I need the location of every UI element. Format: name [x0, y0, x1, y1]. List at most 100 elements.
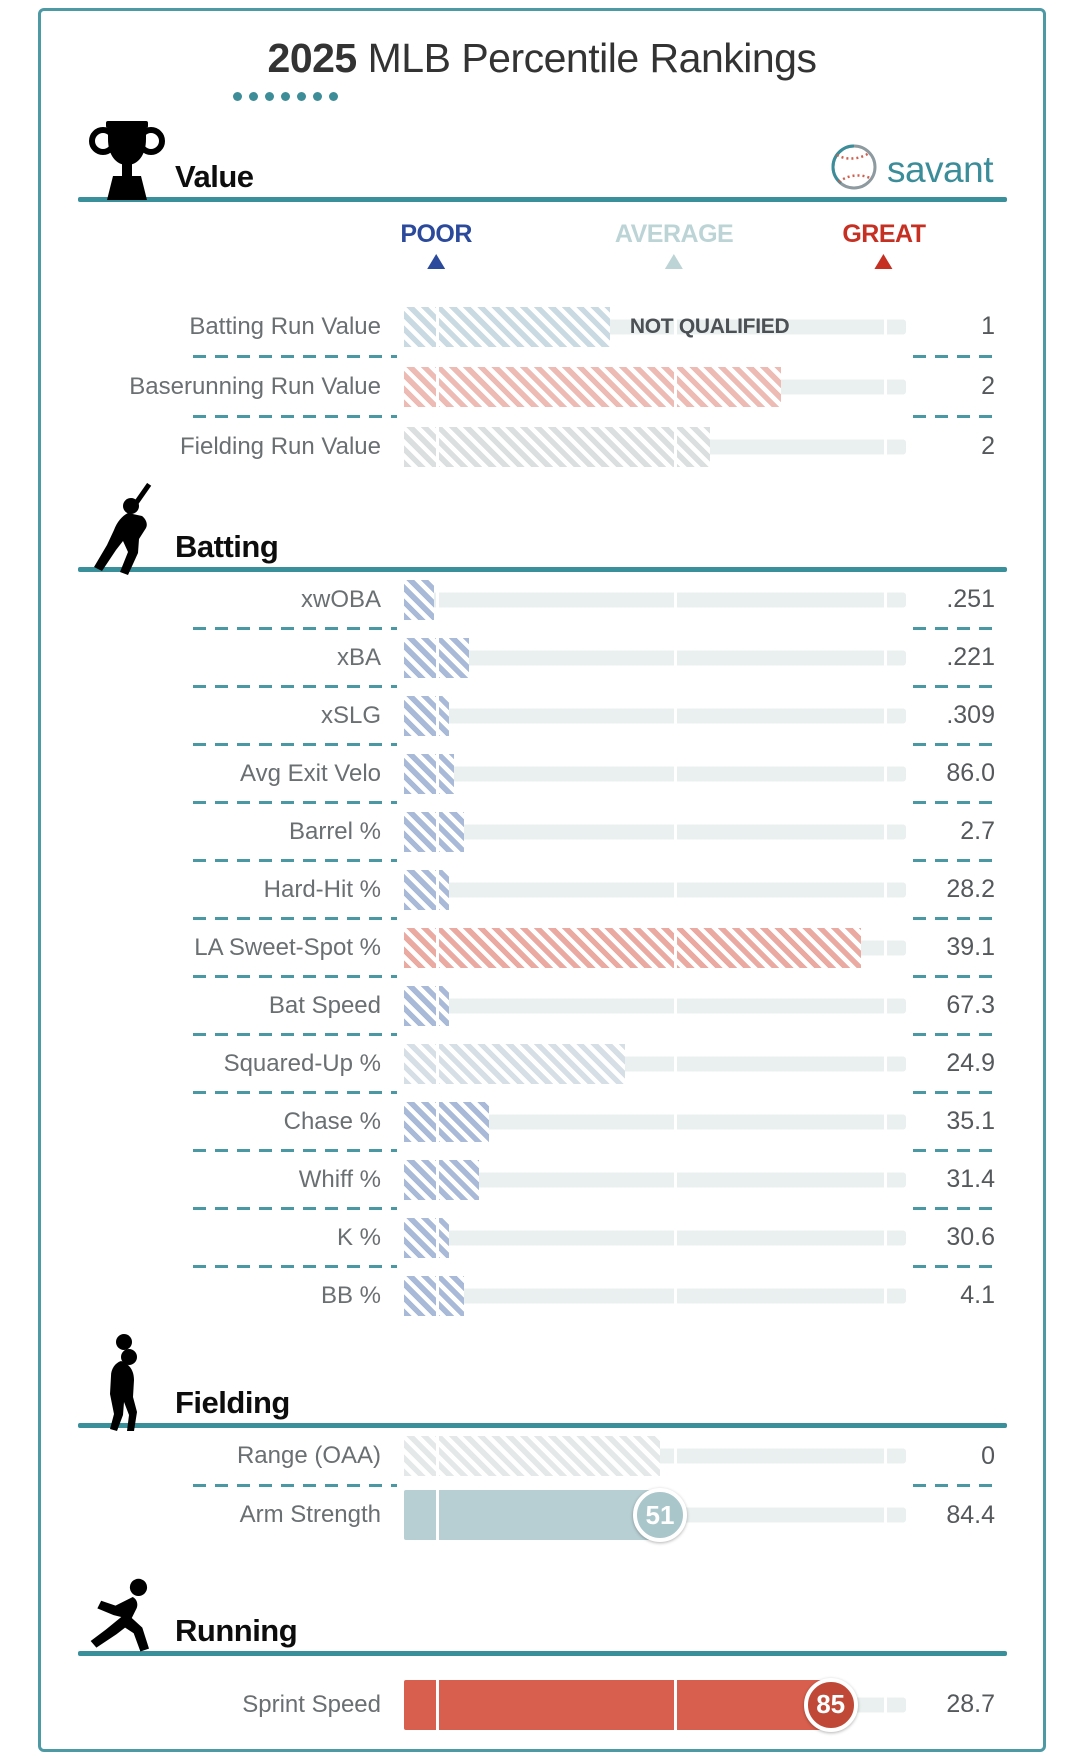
triangle-marker-icon	[427, 254, 446, 269]
section-header-running: Running	[41, 1565, 1043, 1652]
scale-gridline	[883, 573, 887, 626]
scale-gridline	[436, 747, 440, 800]
slider-track	[404, 1114, 906, 1129]
scale-gridline	[883, 631, 887, 684]
slider-track	[404, 592, 906, 607]
separator-dash-left	[193, 1033, 397, 1036]
stat-value: 30.6	[946, 1223, 995, 1251]
scale-gridline	[674, 420, 678, 473]
scale-gridline	[436, 300, 440, 353]
percentile-slider: 51	[404, 1487, 906, 1543]
stat-row: Squared-Up % 24.9	[41, 1036, 1043, 1091]
row-separator	[41, 917, 1043, 920]
separator-dash-right	[913, 1149, 997, 1152]
scale-gridline	[436, 1269, 440, 1322]
percentile-bar	[404, 1275, 465, 1316]
stat-label: Fielding Run Value	[179, 432, 381, 460]
scale-gridline	[436, 1678, 440, 1731]
title-rest: MLB Percentile Rankings	[356, 35, 817, 81]
percentile-slider	[404, 1268, 906, 1323]
stat-label: xSLG	[320, 701, 381, 729]
scale-gridline	[436, 921, 440, 974]
stat-row: K % 30.6	[41, 1210, 1043, 1265]
stat-value: 84.4	[946, 1500, 995, 1529]
scale-gridline	[883, 863, 887, 916]
section-header-batting: Batting	[41, 481, 1043, 575]
percentile-slider	[404, 358, 906, 415]
stat-row: xwOBA .251	[41, 572, 1043, 627]
percentile-bar	[404, 1436, 661, 1476]
stat-value: 28.7	[946, 1690, 995, 1718]
stat-label: Bat Speed	[268, 991, 381, 1019]
percentile-bar	[404, 753, 455, 794]
stat-row: Sprint Speed 85 28.7	[41, 1656, 1043, 1749]
section-title: Running	[175, 1613, 298, 1648]
percentile-slider	[404, 1036, 906, 1091]
scale-gridline	[436, 863, 440, 916]
row-separator	[41, 1207, 1043, 1210]
percentile-bar	[404, 579, 435, 620]
triangle-marker-icon	[874, 254, 893, 269]
scale-gridline	[674, 921, 678, 974]
separator-dash-right	[913, 1484, 997, 1487]
stat-row: BB % 4.1	[41, 1268, 1043, 1323]
slider-track	[404, 766, 906, 781]
stat-row: Bat Speed 67.3	[41, 978, 1043, 1033]
percentile-bar	[404, 1217, 450, 1258]
scale-gridline	[674, 689, 678, 742]
section-title: Batting	[175, 529, 279, 564]
stat-row: Range (OAA) 0	[41, 1428, 1043, 1484]
percentile-bar	[404, 1043, 625, 1084]
scale-gridline	[674, 1269, 678, 1322]
section-header-fielding: Fielding	[41, 1334, 1043, 1431]
stat-value: 35.1	[946, 1107, 995, 1135]
separator-dash-left	[193, 859, 397, 862]
percentile-slider	[404, 746, 906, 801]
stat-label: Squared-Up %	[223, 1049, 381, 1077]
separator-dash-right	[913, 1091, 997, 1094]
percentile-slider	[404, 804, 906, 859]
scale-gridline	[883, 921, 887, 974]
slider-track	[404, 1172, 906, 1187]
stat-label: xBA	[336, 643, 381, 671]
slider-track	[404, 882, 906, 897]
scale-gridline	[883, 689, 887, 742]
stat-value: 31.4	[946, 1165, 995, 1193]
percentile-slider	[404, 920, 906, 975]
stat-value: 86.0	[946, 759, 995, 787]
percentile-slider	[404, 862, 906, 917]
slider-track	[404, 708, 906, 723]
percentile-bar	[404, 426, 711, 467]
separator-dash-left	[193, 917, 397, 920]
stat-label: Batting Run Value	[189, 312, 381, 340]
scale-gridline	[883, 300, 887, 353]
percentile-slider: NOT QUALIFIED	[404, 298, 906, 355]
slider-track	[404, 824, 906, 839]
title-dot	[329, 92, 338, 101]
separator-dash-left	[193, 1207, 397, 1210]
stat-row: Barrel % 2.7	[41, 804, 1043, 859]
section-rule	[78, 567, 1007, 572]
legend-great: GREAT	[842, 220, 926, 269]
stat-label: Barrel %	[288, 817, 381, 845]
scale-gridline	[883, 747, 887, 800]
scale-gridline	[436, 631, 440, 684]
title-dot	[249, 92, 258, 101]
percentile-slider	[404, 572, 906, 627]
scale-gridline	[883, 805, 887, 858]
scale-gridline	[436, 1095, 440, 1148]
stat-label: LA Sweet-Spot %	[194, 933, 381, 961]
stat-value: .251	[946, 585, 995, 613]
stat-row: Whiff % 31.4	[41, 1152, 1043, 1207]
stat-row: xSLG .309	[41, 688, 1043, 743]
scale-gridline	[674, 805, 678, 858]
section-title: Value	[175, 159, 254, 194]
row-separator	[41, 1265, 1043, 1268]
scale-gridline	[436, 689, 440, 742]
percentile-slider	[404, 1094, 906, 1149]
percentile-slider	[404, 1152, 906, 1207]
row-separator	[41, 627, 1043, 630]
fielder-icon	[83, 1334, 171, 1433]
separator-dash-left	[193, 355, 397, 358]
legend-label: AVERAGE	[614, 220, 734, 248]
